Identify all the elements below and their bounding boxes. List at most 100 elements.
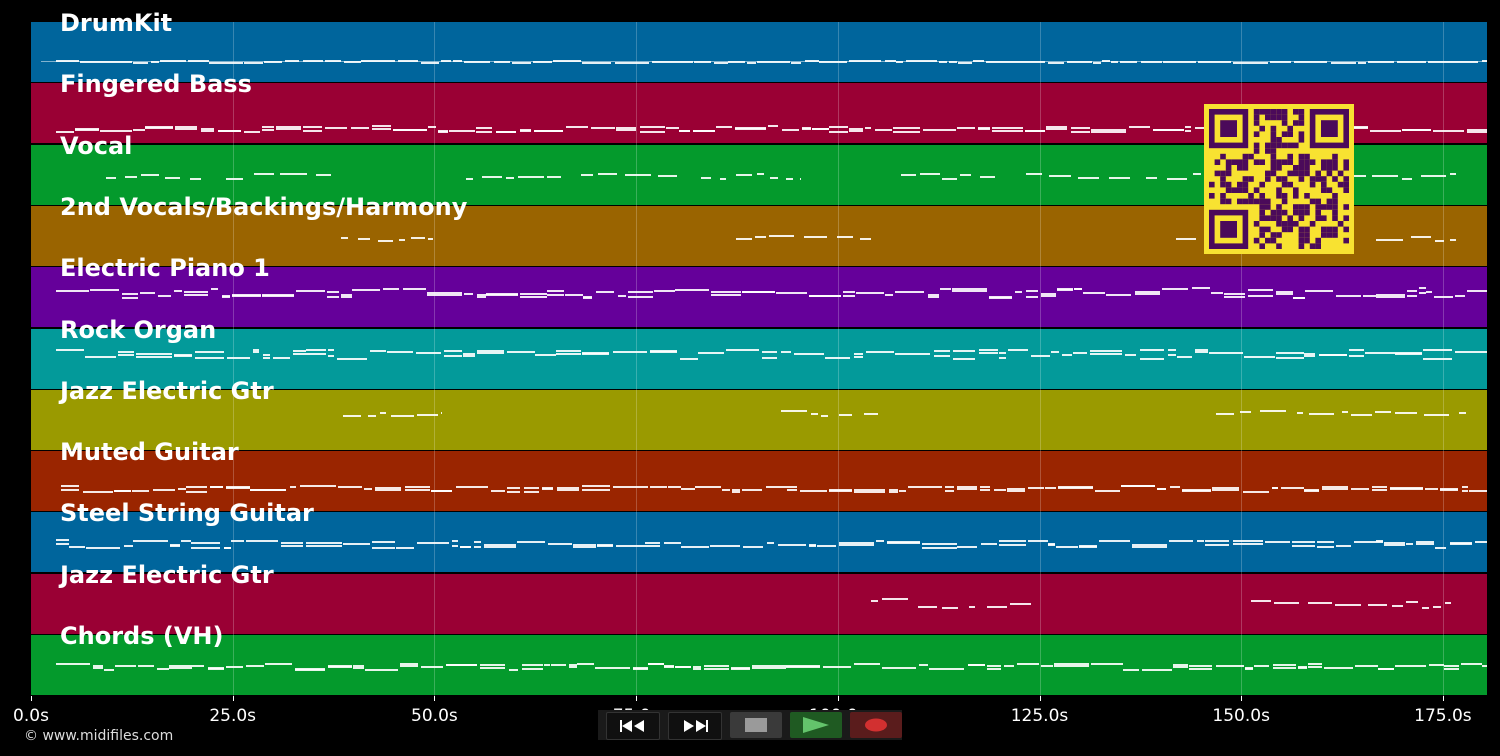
note [1353, 541, 1377, 544]
stop-button[interactable] [730, 712, 782, 738]
note [1275, 352, 1304, 355]
note [1015, 290, 1023, 293]
note [1071, 130, 1090, 133]
note [1162, 287, 1189, 290]
note [639, 131, 665, 134]
note [616, 129, 637, 131]
note [1215, 665, 1245, 668]
note [505, 176, 515, 179]
note [761, 350, 777, 353]
note [1044, 487, 1056, 490]
note [591, 126, 615, 129]
fast-forward-button[interactable] [668, 712, 722, 740]
track-lane[interactable]: Muted Guitar [31, 438, 1487, 512]
note [803, 235, 828, 238]
note [781, 128, 799, 131]
note [998, 357, 1007, 360]
note [1419, 287, 1426, 290]
note [475, 126, 493, 129]
note [1095, 490, 1121, 493]
note [1392, 604, 1404, 607]
note [1350, 413, 1372, 416]
track-notes [31, 574, 1487, 634]
note [306, 542, 343, 545]
note [1369, 129, 1402, 132]
note [1008, 348, 1028, 351]
note [364, 487, 373, 490]
track-lane[interactable]: Electric Piano 1 [31, 254, 1487, 328]
note [276, 128, 302, 131]
note [645, 545, 661, 548]
note [506, 486, 520, 489]
track-lane[interactable]: Jazz Electric Gtr [31, 377, 1487, 450]
note [273, 356, 290, 359]
note [1292, 540, 1316, 543]
note [399, 238, 405, 241]
note [709, 545, 740, 548]
track-lane[interactable]: Steel String Guitar [31, 499, 1487, 573]
note [420, 665, 444, 668]
note [1025, 295, 1038, 298]
note [337, 357, 368, 360]
note [1376, 295, 1406, 298]
note [918, 663, 929, 666]
note [1134, 291, 1160, 294]
note [1334, 604, 1362, 607]
note [894, 353, 930, 356]
note [618, 294, 627, 297]
note [1449, 239, 1456, 242]
note [632, 668, 648, 671]
note [614, 61, 649, 64]
note [1443, 664, 1460, 667]
note [714, 61, 729, 64]
note [1345, 175, 1366, 178]
note [276, 125, 302, 128]
grid-line [837, 22, 839, 696]
note [1146, 176, 1157, 179]
note [352, 667, 364, 670]
track-lane[interactable]: DrumKit [31, 9, 1487, 82]
record-button[interactable] [850, 712, 902, 738]
note [1305, 290, 1334, 293]
note [476, 350, 505, 353]
note [519, 129, 531, 132]
note [519, 293, 547, 296]
note [231, 540, 245, 543]
note [979, 485, 991, 488]
note [1449, 541, 1472, 544]
play-button[interactable] [790, 712, 842, 738]
note [1208, 351, 1244, 354]
note [1128, 125, 1151, 128]
note [808, 295, 841, 298]
note [977, 126, 990, 129]
note [1197, 539, 1204, 542]
rewind-button[interactable] [606, 712, 660, 740]
note [1377, 668, 1394, 671]
track-lane[interactable]: Rock Organ [31, 316, 1487, 389]
note [443, 350, 462, 353]
note [1395, 665, 1426, 668]
note [352, 665, 364, 668]
note [79, 61, 100, 63]
track-lane[interactable]: Chords (VH) [31, 622, 1487, 695]
note [1376, 238, 1403, 241]
track-lane[interactable]: Jazz Electric Gtr [31, 561, 1487, 634]
note [104, 668, 114, 671]
note [1242, 490, 1269, 493]
note [1272, 667, 1296, 670]
note [757, 61, 790, 64]
note [577, 663, 594, 666]
stop-icon [745, 718, 767, 732]
note [124, 544, 134, 547]
note [664, 542, 682, 545]
note [1335, 294, 1362, 297]
note [994, 488, 1006, 491]
note [279, 173, 307, 176]
note [195, 351, 225, 354]
note [371, 547, 395, 550]
note [522, 667, 543, 670]
note [1031, 355, 1051, 358]
note [209, 486, 223, 489]
note [294, 667, 325, 670]
